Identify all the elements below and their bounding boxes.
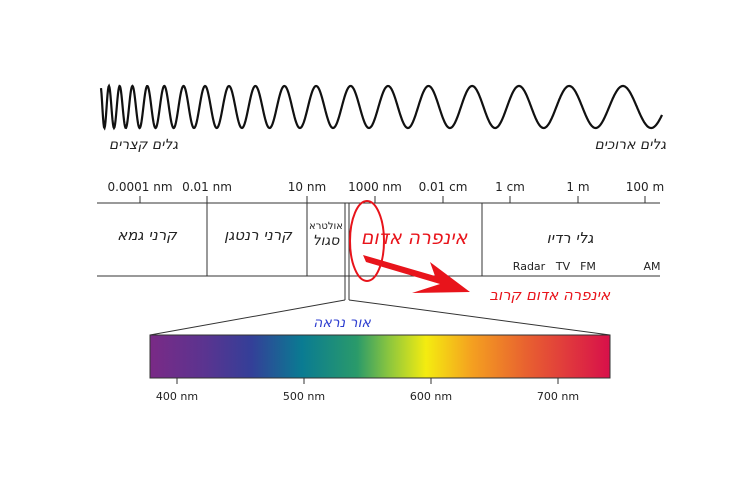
- visible-tick-500: 500 nm: [283, 390, 325, 403]
- tick-label: 10 nm: [288, 180, 326, 194]
- near-infrared-label: אינפרה אדום קרוב: [489, 286, 611, 304]
- visible-tick-600: 600 nm: [410, 390, 452, 403]
- radio-sub-radar: Radar: [513, 260, 546, 273]
- visible-spectrum-bar: [149, 334, 611, 379]
- red-arrow: [363, 255, 470, 293]
- tick-label: 1 m: [566, 180, 589, 194]
- band-gamma: קרני גמא: [117, 226, 178, 244]
- band-xray: קרני רנטגן: [224, 226, 293, 244]
- radio-sub-am: AM: [643, 260, 660, 273]
- tick-label: 100 m: [626, 180, 664, 194]
- highlight-ellipse: [349, 200, 385, 282]
- band-uv-1: אולטרא: [309, 221, 343, 232]
- long-waves-label: גלים ארוכים: [595, 137, 667, 153]
- radio-sub-fm: FM: [580, 260, 596, 273]
- tick-label: 1000 nm: [348, 180, 402, 194]
- tick-label: 0.0001 nm: [107, 180, 172, 194]
- tick-label: 0.01 cm: [419, 180, 468, 194]
- wavelength-scale: 0.0001 nm 0.01 nm 10 nm 1000 nm 0.01 cm …: [107, 180, 664, 194]
- visible-light-label: אור נראה: [313, 315, 371, 331]
- tick-label: 1 cm: [495, 180, 525, 194]
- band-infrared: אינפרה אדום: [361, 227, 468, 249]
- wave-line: [99, 83, 664, 131]
- band-uv-2: סגול: [313, 233, 341, 249]
- short-waves-label: גלים קצרים: [109, 137, 178, 153]
- visible-tick-400: 400 nm: [156, 390, 198, 403]
- radio-sub-tv: TV: [555, 260, 571, 273]
- tick-label: 0.01 nm: [182, 180, 232, 194]
- band-radio: גלי רדיו: [547, 229, 594, 247]
- visible-tick-700: 700 nm: [537, 390, 579, 403]
